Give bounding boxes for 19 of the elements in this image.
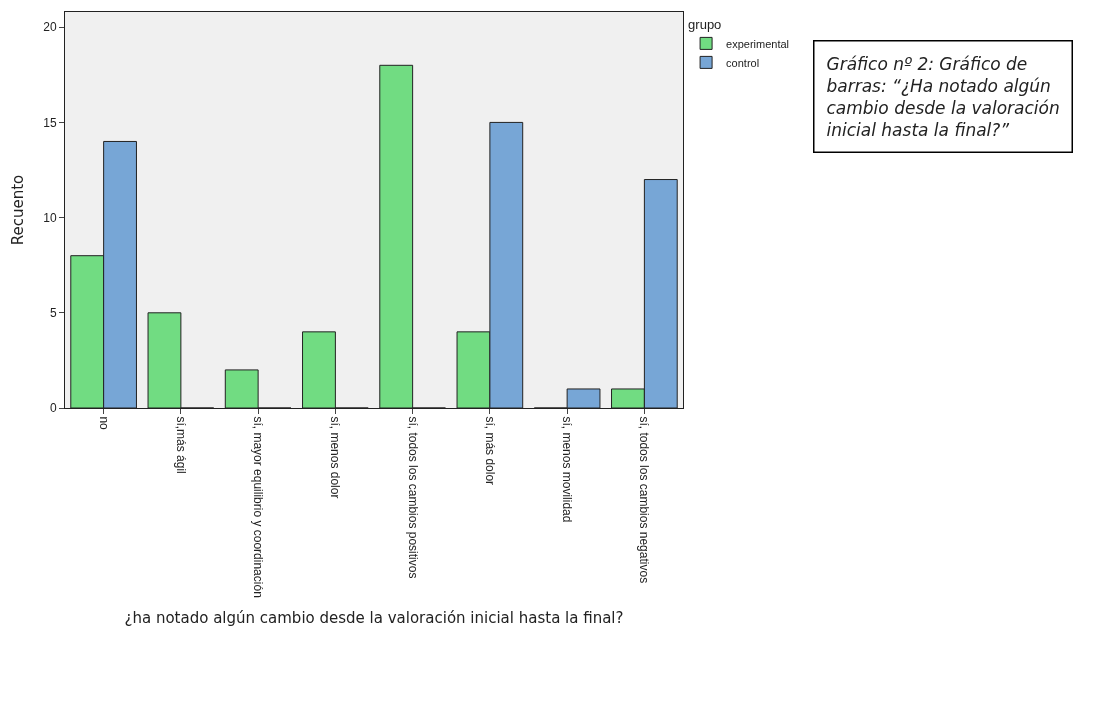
y-tick-label: 15 [43,115,57,130]
x-tick-label: sí, todos los cambios positivos [405,416,420,579]
legend-label: control [726,56,760,69]
y-tick-label: 10 [43,210,57,225]
x-axis-title: ¿ha notado algún cambio desde la valoración inicial hasta la final? [124,608,624,627]
y-tick-label: 20 [43,20,57,35]
x-tick-label: sí, menos movilidad [560,416,575,523]
text: Gráfico nº 2: Gráfico de barras: “¿Ha notado algún cambio desde la valoración inicial hasta la final?” [826,53,1060,140]
x-tick-label: sí, más dolor [482,416,497,486]
y-axis-title: Recuento [9,174,28,246]
x-tick-label: sí, mayor equilibrio y coordinación [251,416,266,598]
x-tick-label: sí, menos dolor [328,416,343,499]
legend-title: grupo [688,16,722,32]
legend-label: experimental [726,37,790,50]
x-tick-label: sí, todos los cambios negativos [637,416,652,584]
y-tick-label: 0 [49,401,57,416]
x-tick-label: no [96,416,111,431]
x-tick-label: sí,más ágil [173,416,188,474]
y-tick-label: 5 [49,306,57,321]
